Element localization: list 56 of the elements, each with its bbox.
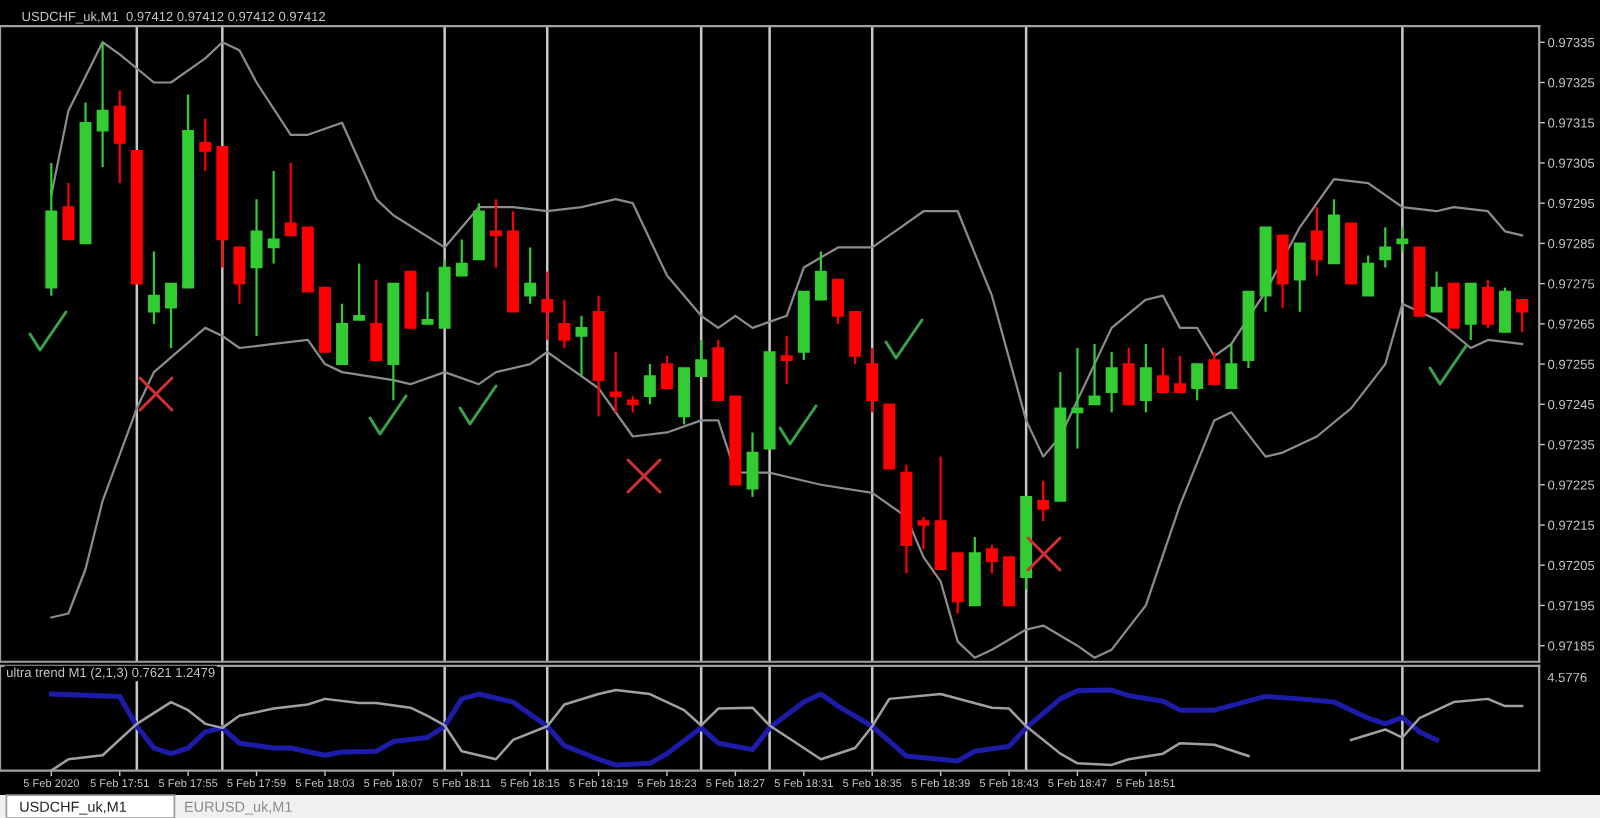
- candlestick: [917, 515, 930, 551]
- candlestick: [1310, 206, 1323, 277]
- candlestick: [746, 431, 759, 498]
- candlestick: [1293, 242, 1306, 313]
- candlestick: [1481, 278, 1494, 329]
- candlestick: [336, 302, 349, 366]
- candlestick: [1499, 286, 1511, 334]
- candlestick: [1105, 350, 1118, 414]
- line-series: [50, 302, 1524, 659]
- candlestick: [1447, 282, 1460, 329]
- candlestick: [1139, 342, 1152, 414]
- candlestick: [1191, 362, 1204, 402]
- candlestick: [1225, 342, 1238, 390]
- candlestick: [1208, 350, 1221, 386]
- candlestick: [780, 334, 793, 386]
- candlestick: [1379, 226, 1392, 269]
- candlestick: [455, 238, 468, 277]
- candlestick: [1071, 346, 1084, 450]
- candlestick: [1122, 346, 1135, 406]
- candlestick: [695, 338, 708, 378]
- candlestick: [96, 41, 109, 169]
- candlestick: [541, 270, 554, 342]
- candlestick: [1037, 479, 1050, 523]
- candlestick: [643, 362, 656, 406]
- candlestick: [814, 250, 827, 301]
- candlestick: [1174, 354, 1187, 394]
- candlestick: [1362, 254, 1375, 297]
- candlestick: [199, 117, 212, 173]
- candlestick: [866, 346, 879, 414]
- candlestick: [267, 169, 280, 265]
- candlestick: [165, 282, 177, 350]
- candlestick: [1088, 342, 1101, 406]
- candlestick: [558, 298, 571, 350]
- candlestick: [849, 310, 862, 366]
- candlestick: [353, 262, 366, 321]
- candlestick: [985, 543, 998, 575]
- candlestick: [524, 246, 537, 305]
- candlestick: [661, 354, 673, 390]
- candlestick: [250, 198, 263, 338]
- candlestick: [284, 161, 297, 237]
- candlestick: [1430, 270, 1443, 313]
- candlestick: [421, 290, 434, 325]
- candlestick: [1516, 298, 1529, 334]
- candlestick: [62, 181, 75, 241]
- candlestick: [1464, 282, 1477, 342]
- candlestick: [147, 250, 160, 325]
- candlestick: [370, 278, 383, 362]
- candlestick: [609, 350, 622, 414]
- line-series: [50, 41, 1524, 458]
- candlestick: [489, 198, 502, 269]
- candlestick: [1156, 346, 1169, 394]
- candlestick: [233, 246, 246, 305]
- candlestick: [1396, 226, 1409, 253]
- candlestick: [575, 314, 588, 378]
- candlestick: [113, 89, 126, 185]
- candlestick: [832, 278, 844, 325]
